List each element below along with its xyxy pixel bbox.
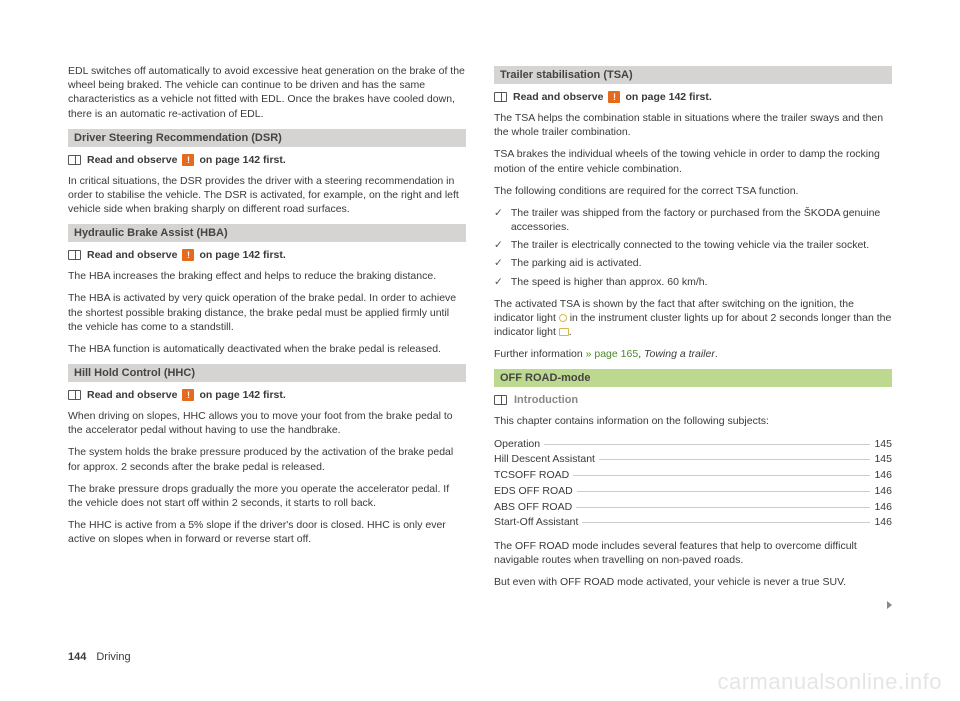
hba-heading: Hydraulic Brake Assist (HBA) [68, 224, 466, 242]
list-item: The speed is higher than approx. 60 km/h… [494, 275, 892, 289]
book-icon [68, 155, 81, 165]
warning-icon: ! [608, 91, 620, 103]
tsa-p1: The TSA helps the combination stable in … [494, 111, 892, 139]
hhc-p1: When driving on slopes, HHC allows you t… [68, 409, 466, 437]
book-icon [494, 395, 507, 405]
hba-p3: The HBA function is automatically deacti… [68, 342, 466, 356]
book-icon [68, 390, 81, 400]
toc-label: ABS OFF ROAD [494, 500, 572, 516]
section-name: Driving [96, 651, 130, 663]
further-c: . [715, 348, 718, 360]
toc-page: 145 [874, 452, 892, 468]
indicator-light-icon [559, 314, 567, 322]
read-pre: Read and observe [87, 389, 177, 401]
page-footer: 144 Driving [68, 651, 131, 663]
read-pre: Read and observe [87, 154, 177, 166]
tsa-conditions-list: The trailer was shipped from the factory… [494, 206, 892, 289]
toc-page: 146 [874, 484, 892, 500]
read-pre: Read and observe [87, 249, 177, 261]
read-pre: Read and observe [513, 91, 603, 103]
left-column: EDL switches off automatically to avoid … [68, 64, 466, 598]
page-link: » page 165 [586, 348, 639, 360]
offroad-p2: The OFF ROAD mode includes several featu… [494, 539, 892, 567]
further-i: Towing a trailer [644, 348, 715, 360]
toc-row: ABS OFF ROAD 146 [494, 500, 892, 516]
toc-leader [576, 507, 870, 508]
dsr-p1: In critical situations, the DSR provides… [68, 174, 466, 217]
right-column: Trailer stabilisation (TSA) Read and obs… [494, 64, 892, 598]
toc-page: 146 [874, 515, 892, 531]
hhc-p2: The system holds the brake pressure prod… [68, 445, 466, 473]
toc-leader [582, 522, 870, 523]
toc-page: 146 [874, 500, 892, 516]
hba-p1: The HBA increases the braking effect and… [68, 269, 466, 283]
page-number: 144 [68, 651, 86, 663]
warning-icon: ! [182, 389, 194, 401]
dsr-read-observe: Read and observe ! on page 142 first. [68, 154, 466, 166]
dsr-heading: Driver Steering Recommendation (DSR) [68, 129, 466, 147]
list-item: The trailer is electrically connected to… [494, 238, 892, 252]
offroad-p1: This chapter contains information on the… [494, 414, 892, 428]
edl-paragraph: EDL switches off automatically to avoid … [68, 64, 466, 121]
hba-p2: The HBA is activated by very quick opera… [68, 291, 466, 334]
read-post: on page 142 first. [199, 154, 285, 166]
tsa-read-observe: Read and observe ! on page 142 first. [494, 91, 892, 103]
indicator-light-icon [559, 328, 569, 336]
tsa-heading: Trailer stabilisation (TSA) [494, 66, 892, 84]
book-icon [68, 250, 81, 260]
read-post: on page 142 first. [199, 249, 285, 261]
read-post: on page 142 first. [625, 91, 711, 103]
tsa-p2: TSA brakes the individual wheels of the … [494, 147, 892, 175]
further-a: Further information [494, 348, 586, 360]
hhc-read-observe: Read and observe ! on page 142 first. [68, 389, 466, 401]
toc-label: EDS OFF ROAD [494, 484, 573, 500]
tsa-p4: The activated TSA is shown by the fact t… [494, 297, 892, 340]
toc-leader [544, 444, 870, 445]
toc-leader [577, 491, 871, 492]
hhc-p4: The HHC is active from a 5% slope if the… [68, 518, 466, 546]
toc-page: 145 [874, 437, 892, 453]
list-item-text: The trailer was shipped from the factory… [511, 206, 892, 234]
list-item-text: The speed is higher than approx. 60 km/h… [511, 275, 708, 289]
toc-page: 146 [874, 468, 892, 484]
watermark: carmanualsonline.info [717, 669, 942, 695]
toc-leader [599, 459, 871, 460]
read-post: on page 142 first. [199, 389, 285, 401]
tsa-p3: The following conditions are required fo… [494, 184, 892, 198]
offroad-p3: But even with OFF ROAD mode activated, y… [494, 575, 892, 589]
book-icon [494, 92, 507, 102]
hhc-heading: Hill Hold Control (HHC) [68, 364, 466, 382]
list-item-text: The trailer is electrically connected to… [511, 238, 869, 252]
offroad-intro-heading: Introduction [494, 394, 892, 406]
toc-row: EDS OFF ROAD 146 [494, 484, 892, 500]
list-item-text: The parking aid is activated. [511, 256, 642, 270]
page-content: EDL switches off automatically to avoid … [0, 0, 960, 618]
toc-row: TCSOFF ROAD 146 [494, 468, 892, 484]
toc-row: Start-Off Assistant 146 [494, 515, 892, 531]
toc-leader [573, 475, 870, 476]
toc-label: Hill Descent Assistant [494, 452, 595, 468]
toc-label: TCSOFF ROAD [494, 468, 569, 484]
intro-label: Introduction [514, 394, 578, 406]
warning-icon: ! [182, 154, 194, 166]
list-item: The parking aid is activated. [494, 256, 892, 270]
toc-label: Operation [494, 437, 540, 453]
toc-label: Start-Off Assistant [494, 515, 578, 531]
toc-row: Hill Descent Assistant 145 [494, 452, 892, 468]
list-item: The trailer was shipped from the factory… [494, 206, 892, 234]
hhc-p3: The brake pressure drops gradually the m… [68, 482, 466, 510]
offroad-heading: OFF ROAD-mode [494, 369, 892, 387]
tsa-p4c: . [569, 326, 572, 338]
continue-icon [887, 601, 892, 609]
offroad-toc: Operation 145 Hill Descent Assistant 145 T… [494, 437, 892, 532]
tsa-further: Further information » page 165, Towing a… [494, 347, 892, 361]
toc-row: Operation 145 [494, 437, 892, 453]
hba-read-observe: Read and observe ! on page 142 first. [68, 249, 466, 261]
warning-icon: ! [182, 249, 194, 261]
